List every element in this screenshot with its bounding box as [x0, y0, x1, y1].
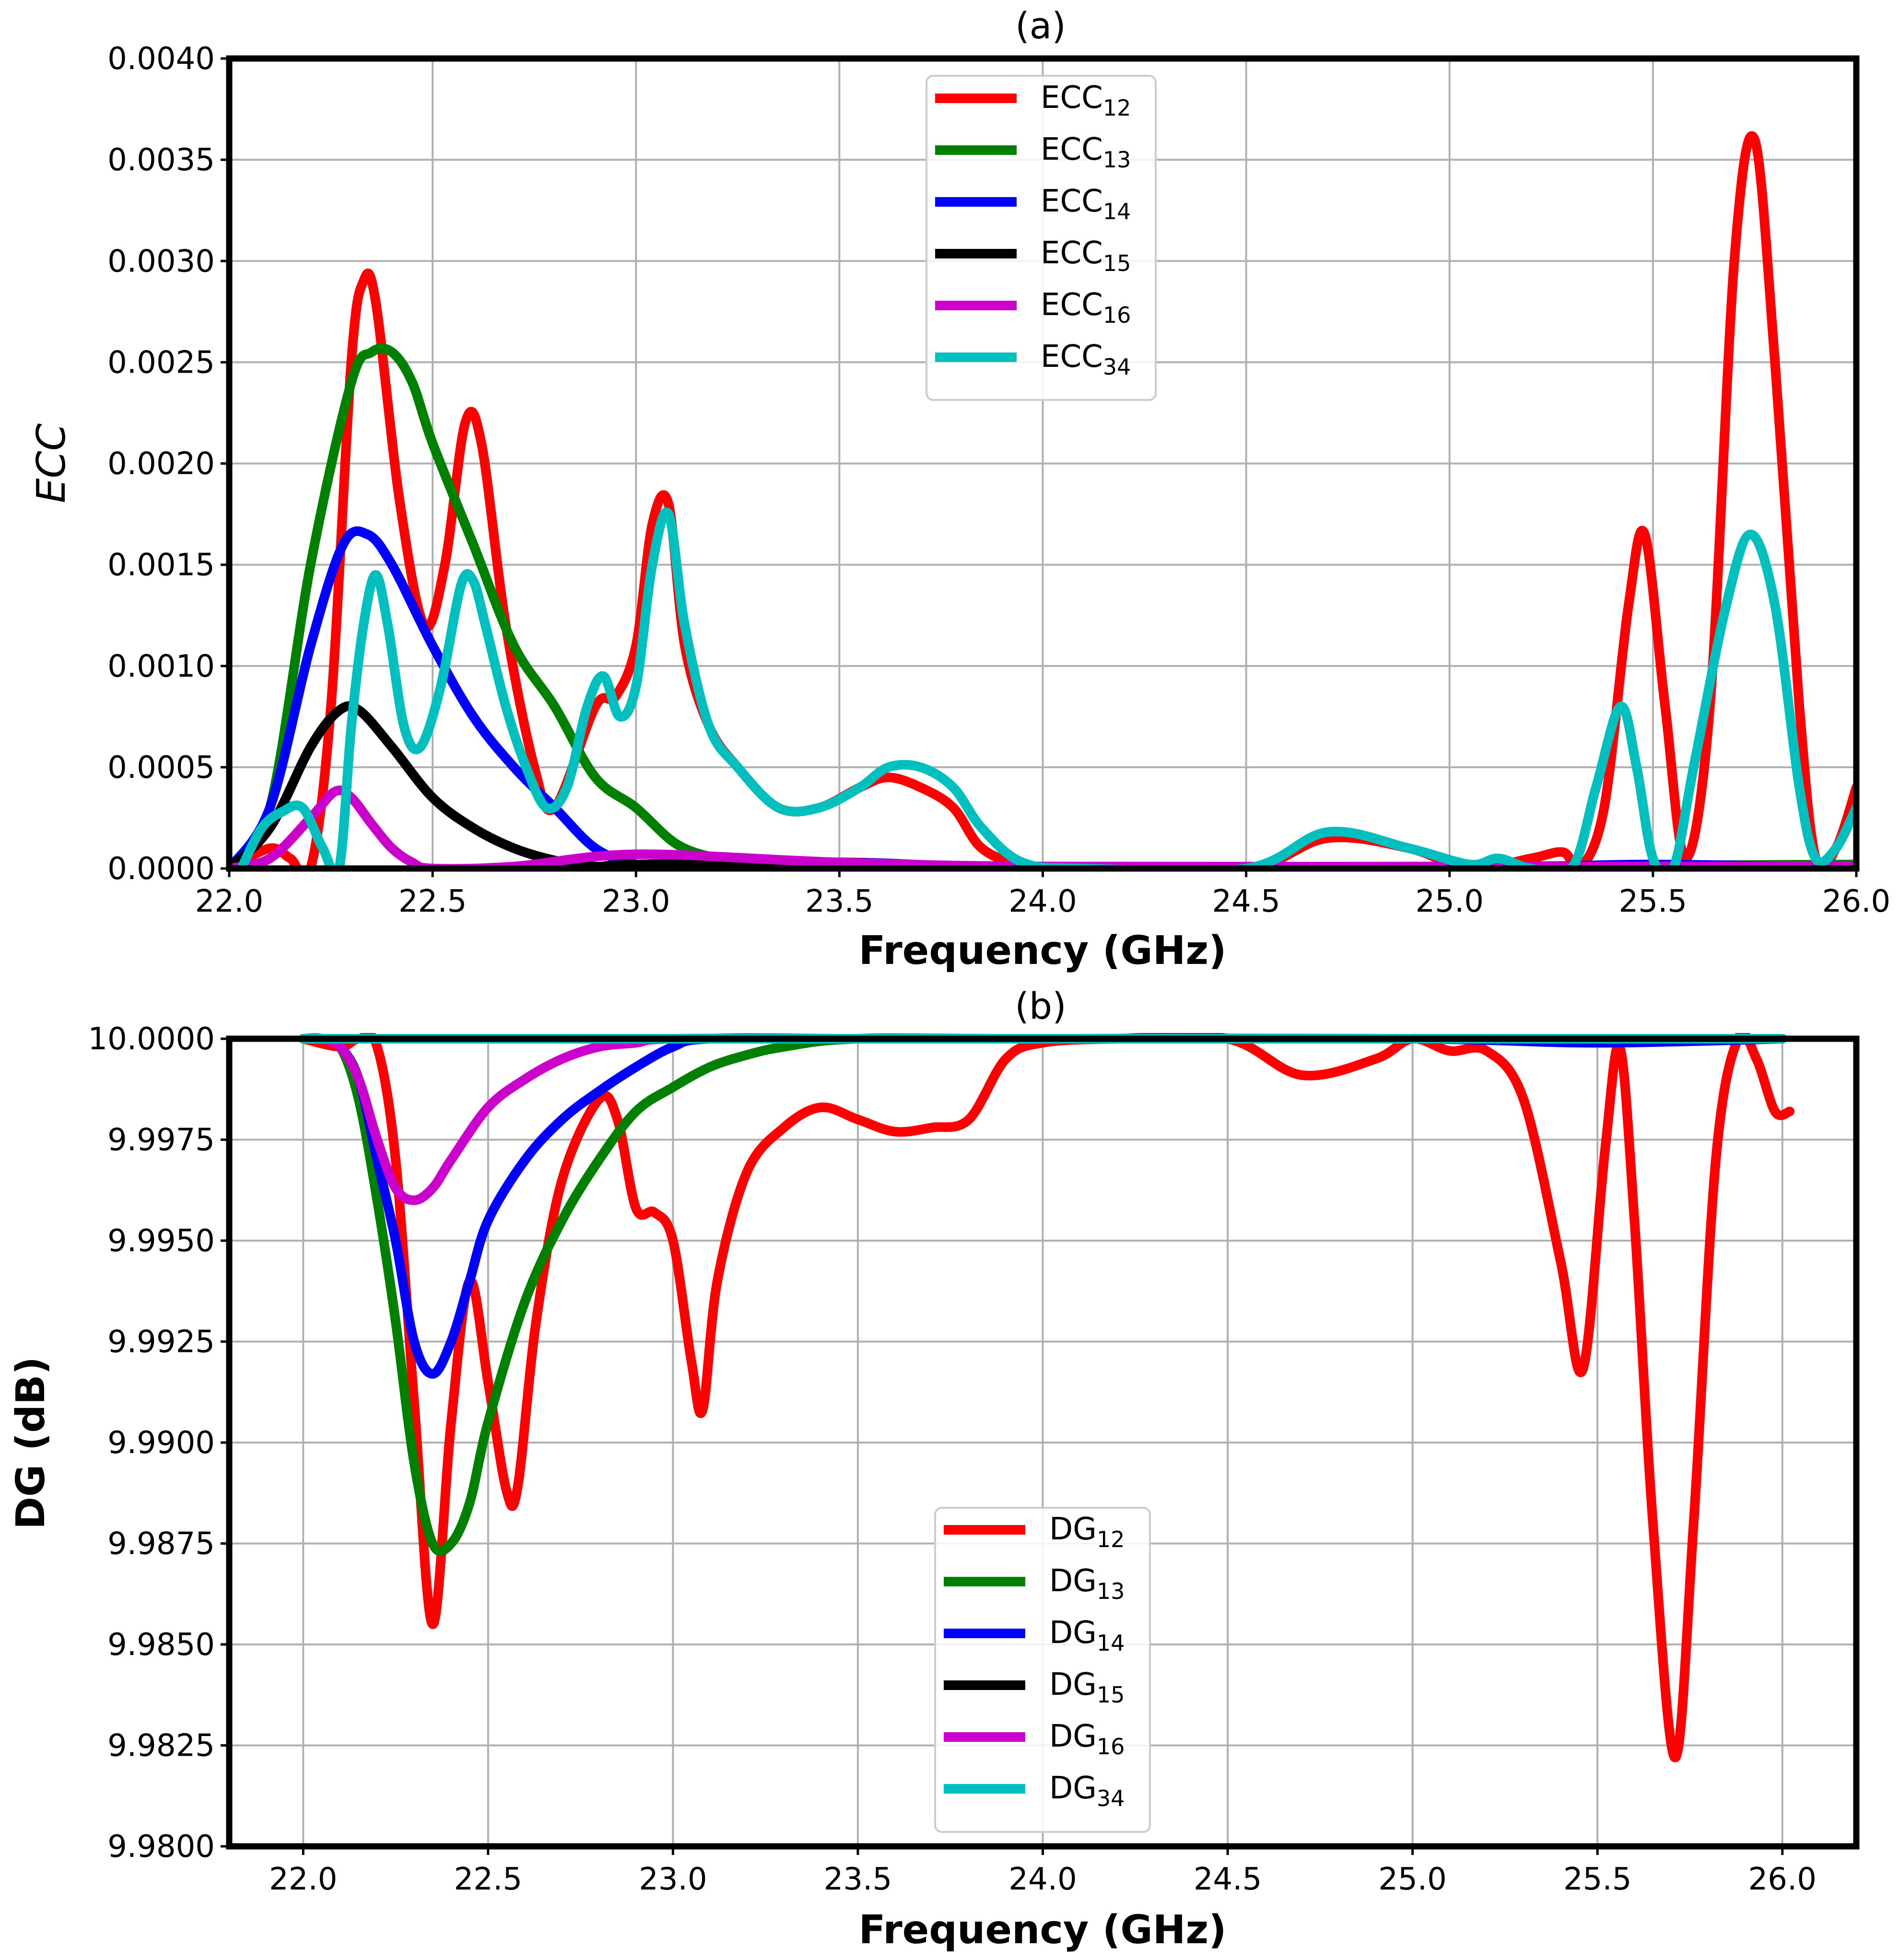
ecc-series-12-line [229, 131, 1856, 869]
ecc-y-tick-label: 0.0040 [107, 41, 215, 77]
dg-y-ticks: 9.9800 9.9825 9.9850 9.9875 9.9900 9.9925 9.99… [88, 1021, 229, 1865]
ecc-chart-panel: (a) 0.0000 0.0005 0.0010 0.0015 0.0020 0.0025… [29, 4, 1890, 974]
dg-chart-panel: (b) 9.9800 9.9825 9.9850 9.9875 9.9900 9.9925… [8, 985, 1860, 1953]
ecc-legend-box [926, 75, 1157, 401]
ecc-x-tick-label: 24.0 [1008, 884, 1077, 919]
dg-y-tick-label: 9.9825 [107, 1728, 215, 1764]
ecc-legend-label-14: ECC14 [1041, 184, 1131, 224]
dg-legend-label-14: DG14 [1049, 1615, 1125, 1656]
ecc-y-tick-label: 0.0015 [107, 548, 215, 583]
ecc-y-tick-label: 0.0005 [107, 750, 215, 786]
dg-x-tick-label: 26.0 [1748, 1862, 1817, 1897]
ecc-y-tick-label: 0.0020 [107, 446, 215, 482]
ecc-legend-label-16: ECC16 [1041, 287, 1131, 328]
dg-x-tick-label: 22.0 [269, 1862, 338, 1897]
ecc-series-lines [229, 131, 1856, 869]
ecc-legend-label-12: ECC12 [1041, 80, 1131, 121]
dg-x-tick-label: 25.5 [1563, 1862, 1632, 1897]
dg-legend: DG12 DG13 DG14 DG15 DG16 DG34 [934, 1507, 1151, 1833]
ecc-y-tick-label: 0.0030 [107, 244, 215, 279]
ecc-y-tick-label: 0.0000 [107, 851, 215, 887]
ecc-x-tick-label: 22.5 [399, 884, 467, 919]
ecc-x-tick-label: 23.0 [602, 884, 670, 919]
dg-legend-label-15: DG15 [1049, 1667, 1125, 1708]
ecc-x-ticks: 22.0 22.5 23.0 23.5 24.0 24.5 25.0 25.5 26.0 [195, 869, 1891, 919]
ecc-x-tick-label: 25.0 [1416, 884, 1484, 919]
dg-y-tick-label: 9.9875 [107, 1526, 215, 1562]
ecc-series-34-line [236, 507, 1856, 869]
dg-y-tick-label: 9.9950 [107, 1223, 215, 1259]
ecc-y-tick-label: 0.0010 [107, 649, 215, 684]
ecc-legend: ECC12 ECC13 ECC14 ECC15 ECC16 ECC34 [926, 75, 1157, 401]
dg-y-tick-label: 9.9925 [107, 1325, 215, 1360]
ecc-series-13-line [229, 343, 1856, 869]
dg-legend-box [934, 1507, 1151, 1833]
dg-x-tick-label: 24.0 [1008, 1862, 1077, 1897]
chart-b-ylabel: DG (dB) [8, 1357, 54, 1529]
dg-y-tick-label: 9.9900 [107, 1425, 215, 1461]
chart-b-xlabel: Frequency (GHz) [858, 1907, 1226, 1953]
ecc-x-tick-label: 22.0 [195, 884, 264, 919]
chart-a-ylabel: ECC [29, 423, 74, 503]
ecc-x-tick-label: 23.5 [805, 884, 874, 919]
dg-y-tick-label: 9.9850 [107, 1627, 215, 1663]
dg-x-tick-label: 23.0 [639, 1862, 707, 1897]
chart-a-title: (a) [1015, 4, 1066, 47]
dg-y-tick-label: 9.9975 [107, 1123, 215, 1158]
dg-legend-label-34: DG34 [1049, 1771, 1125, 1811]
dg-x-ticks: 22.0 22.5 23.0 23.5 24.0 24.5 25.0 25.5 26.0 [269, 1846, 1817, 1897]
ecc-series-14-line [229, 526, 1856, 869]
ecc-x-tick-label: 25.5 [1619, 884, 1688, 919]
dg-x-tick-label: 24.5 [1194, 1862, 1262, 1897]
ecc-x-tick-label: 26.0 [1822, 884, 1891, 919]
ecc-legend-label-13: ECC13 [1041, 132, 1131, 173]
dg-legend-label-16: DG16 [1049, 1719, 1125, 1760]
ecc-legend-label-15: ECC15 [1041, 235, 1131, 276]
dg-legend-label-13: DG13 [1049, 1563, 1125, 1604]
ecc-y-tick-label: 0.0035 [107, 142, 215, 178]
ecc-y-tick-label: 0.0025 [107, 345, 215, 380]
ecc-y-ticks: 0.0000 0.0005 0.0010 0.0015 0.0020 0.0025 0.00… [107, 41, 229, 887]
dg-x-tick-label: 22.5 [454, 1862, 523, 1897]
dg-y-tick-label: 9.9800 [107, 1829, 215, 1865]
chart-b-title: (b) [1015, 985, 1067, 1027]
dg-x-tick-label: 25.0 [1378, 1862, 1447, 1897]
chart-a-xlabel: Frequency (GHz) [858, 928, 1226, 974]
ecc-x-tick-label: 24.5 [1212, 884, 1280, 919]
dg-legend-label-12: DG12 [1049, 1512, 1125, 1552]
dg-y-tick-label: 10.0000 [88, 1021, 215, 1057]
dg-x-tick-label: 23.5 [824, 1862, 892, 1897]
ecc-legend-label-34: ECC34 [1041, 339, 1131, 380]
